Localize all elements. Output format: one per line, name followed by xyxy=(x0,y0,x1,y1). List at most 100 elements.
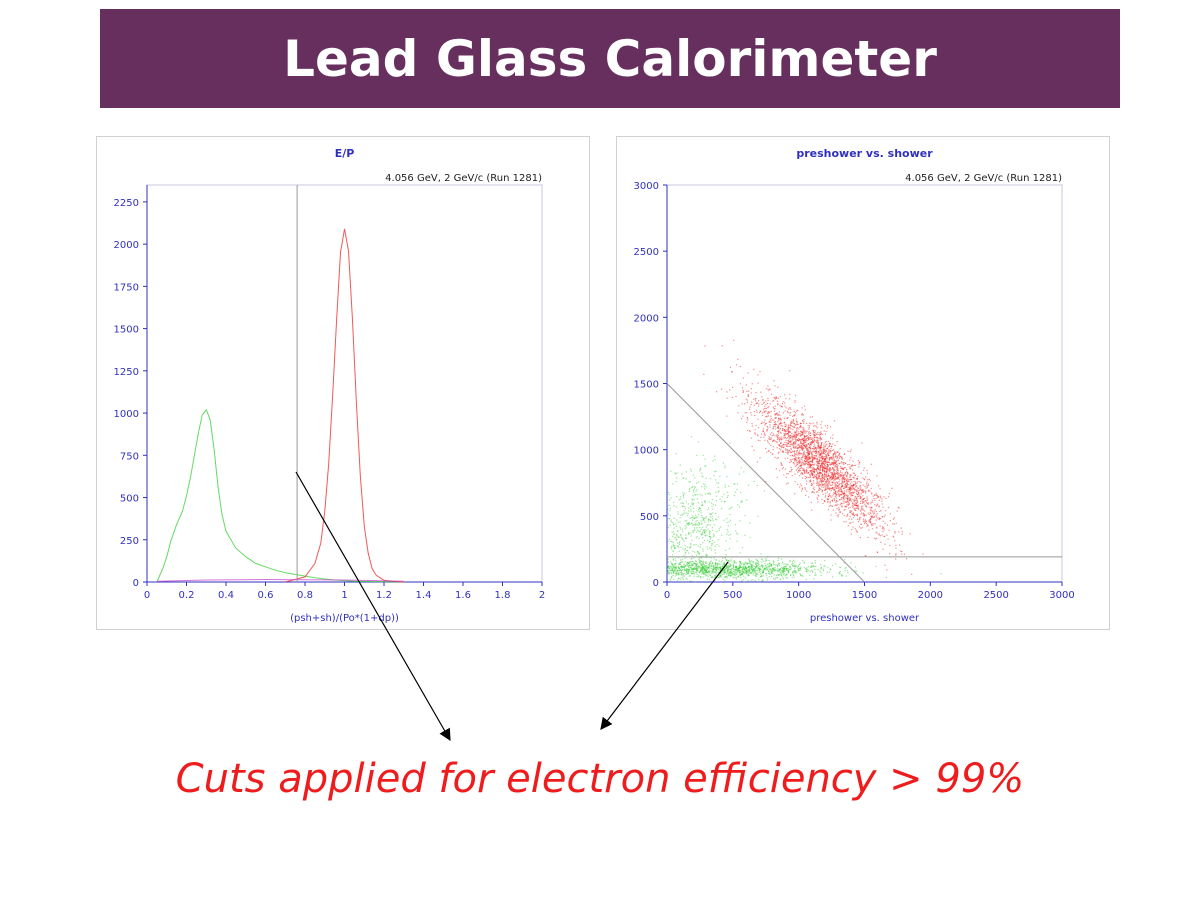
scatter-point xyxy=(816,439,818,441)
scatter-point xyxy=(812,468,814,470)
scatter-point xyxy=(843,461,845,463)
scatter-point xyxy=(781,464,783,466)
x-axis-label: preshower vs. shower xyxy=(810,613,920,624)
scatter-point xyxy=(793,441,795,443)
scatter-point xyxy=(796,424,798,426)
scatter-point xyxy=(865,490,867,492)
scatter-point xyxy=(785,431,787,433)
scatter-point xyxy=(788,430,790,433)
scatter-point xyxy=(746,399,748,401)
scatter-point xyxy=(789,398,791,400)
scatter-point xyxy=(837,516,839,518)
scatter-point xyxy=(824,446,826,448)
scatter-point xyxy=(780,464,782,466)
scatter-point xyxy=(821,491,823,493)
y-tick-label: 1000 xyxy=(114,409,139,420)
scatter-point xyxy=(808,496,810,498)
scatter-point xyxy=(826,484,828,486)
scatter-point xyxy=(865,520,867,522)
scatter-point xyxy=(761,421,763,423)
scatter-point xyxy=(828,459,830,461)
scatter-point xyxy=(787,450,789,452)
scatter-point xyxy=(819,438,821,440)
scatter-point xyxy=(792,462,794,464)
scatter-point xyxy=(853,477,856,479)
scatter-point xyxy=(753,404,755,406)
scatter-point xyxy=(741,387,744,389)
scatter-point xyxy=(727,570,729,572)
scatter-point xyxy=(784,394,786,396)
scatter-point xyxy=(772,440,774,442)
scatter-point xyxy=(845,497,847,499)
scatter-point xyxy=(742,415,744,417)
scatter-point xyxy=(857,460,859,462)
scatter-point xyxy=(818,463,820,465)
scatter-point xyxy=(876,537,878,539)
scatter-point xyxy=(871,528,873,530)
scatter-point xyxy=(794,458,796,460)
scatter-point xyxy=(822,461,824,463)
scatter-point xyxy=(862,508,864,510)
scatter-point xyxy=(793,446,795,449)
scatter-point xyxy=(893,517,895,519)
scatter-point xyxy=(814,568,816,570)
scatter-point xyxy=(788,435,790,437)
scatter-point xyxy=(856,505,858,507)
scatter-point xyxy=(840,483,842,485)
x-tick-label: 3000 xyxy=(1049,590,1074,601)
scatter-point xyxy=(818,495,820,497)
scatter-point xyxy=(861,490,863,492)
scatter-point xyxy=(857,487,859,490)
scatter-point xyxy=(843,474,845,477)
scatter-point xyxy=(820,456,822,458)
scatter-point xyxy=(888,529,890,531)
scatter-point xyxy=(765,410,767,412)
scatter-point xyxy=(785,433,787,435)
scatter-point xyxy=(812,462,814,464)
scatter-point xyxy=(837,459,839,461)
scatter-point xyxy=(824,496,826,498)
scatter-point xyxy=(830,514,832,516)
scatter-point xyxy=(852,521,854,523)
scatter-point xyxy=(831,474,833,477)
scatter-point xyxy=(795,436,798,438)
scatter-point xyxy=(884,522,886,524)
scatter-point xyxy=(860,527,862,529)
scatter-point xyxy=(836,457,838,459)
scatter-point xyxy=(871,499,873,501)
scatter-point xyxy=(810,443,812,445)
scatter-point xyxy=(862,518,864,520)
scatter-point xyxy=(810,451,812,453)
scatter-point xyxy=(795,446,797,448)
scatter-point xyxy=(842,496,844,498)
scatter-point xyxy=(844,501,846,503)
scatter-point xyxy=(811,483,813,485)
scatter-point xyxy=(829,469,831,471)
scatter-point xyxy=(871,506,873,508)
scatter-point xyxy=(826,447,829,449)
scatter-point xyxy=(824,487,826,489)
scatter-point xyxy=(799,454,801,456)
scatter-point xyxy=(830,457,833,459)
scatter-point xyxy=(897,506,899,509)
scatter-point xyxy=(827,485,829,487)
scatter-point xyxy=(802,453,804,455)
scatter-point xyxy=(861,507,863,509)
scatter-point xyxy=(794,453,796,456)
scatter-point xyxy=(807,449,809,451)
scatter-point xyxy=(841,479,843,481)
scatter-point xyxy=(795,431,797,433)
scatter-point xyxy=(819,480,821,482)
scatter-point xyxy=(864,500,867,502)
scatter-point xyxy=(825,460,827,462)
scatter-point xyxy=(757,405,760,407)
scatter-point xyxy=(851,528,853,530)
scatter-point xyxy=(796,439,798,441)
scatter-point xyxy=(765,415,767,418)
scatter-point xyxy=(719,566,721,568)
scatter-point xyxy=(803,463,805,465)
scatter-point xyxy=(773,399,775,401)
x-tick-label: 1500 xyxy=(852,590,877,601)
scatter-point xyxy=(773,426,775,428)
scatter-point xyxy=(804,409,806,411)
